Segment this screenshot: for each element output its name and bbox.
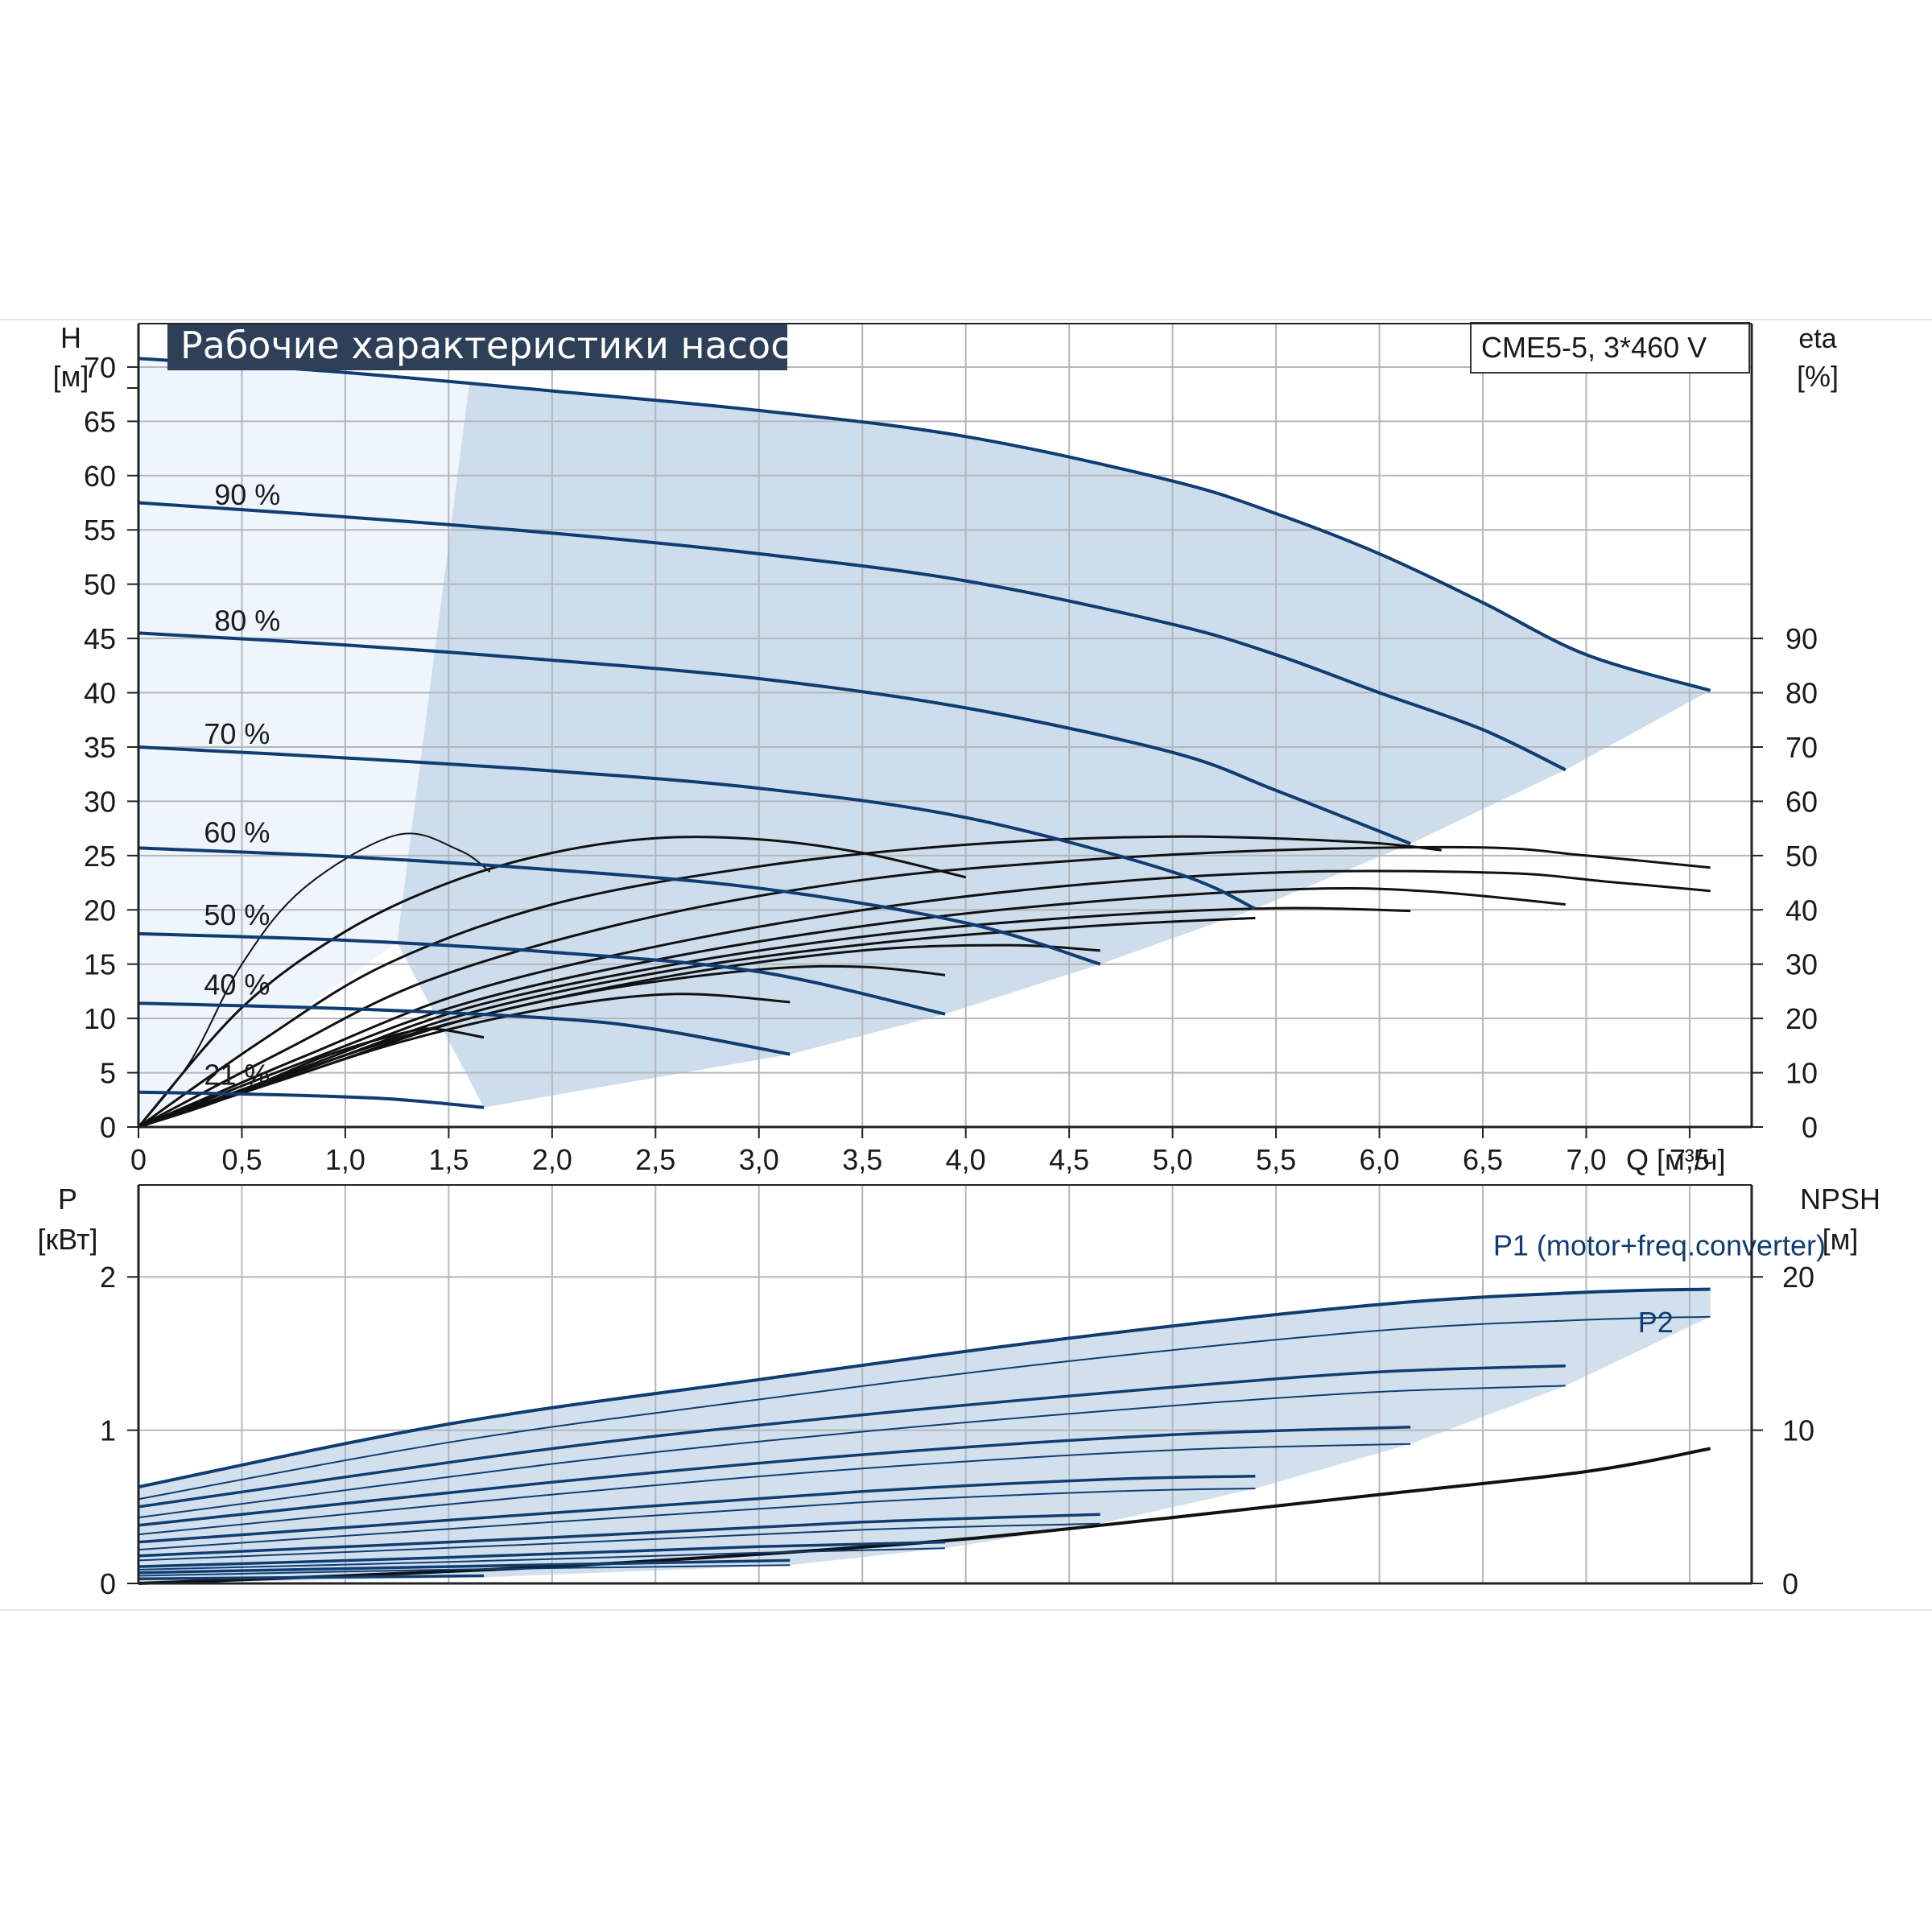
efficiency-tick-label: 40 [1785, 894, 1818, 927]
flow-tick-label: 5,5 [1256, 1143, 1296, 1176]
flow-tick-label: 7,0 [1566, 1143, 1606, 1176]
flow-tick-label: 1,0 [325, 1143, 365, 1176]
head-axis-unit: [м] [53, 360, 89, 393]
power-series-label: P2 [1638, 1306, 1674, 1339]
operating-band-fill [397, 383, 1710, 1107]
operating-range-fill [138, 358, 1711, 1127]
head-tick-label: 20 [84, 894, 116, 927]
head-tick-label: 10 [84, 1002, 116, 1035]
efficiency-tick-label: 90 [1785, 622, 1818, 655]
power-axis-unit: [кВт] [37, 1223, 97, 1256]
head-tick-label: 50 [84, 568, 116, 601]
npsh-tick-label: 10 [1782, 1414, 1814, 1447]
head-curve-label: 50 % [204, 898, 270, 931]
flow-tick-label: 1,5 [428, 1143, 469, 1176]
power-tick-label: 2 [100, 1261, 116, 1294]
efficiency-tick-label: 60 [1785, 785, 1818, 818]
power-tick-label: 0 [100, 1567, 116, 1600]
head-efficiency-panel: 100 %90 %80 %70 %60 %50 %40 %21 % 051015… [53, 321, 1839, 1176]
flow-tick-label: 6,5 [1463, 1143, 1503, 1176]
flow-tick-label: 6,0 [1360, 1143, 1400, 1176]
head-curve-label: 70 % [204, 717, 270, 750]
head-tick-label: 60 [84, 460, 116, 493]
head-tick-label: 5 [100, 1057, 116, 1090]
power-npsh-panel: P1 (motor+freq.converter)P2 01201020 P [… [37, 1183, 1880, 1600]
head-tick-label: 40 [84, 677, 116, 710]
efficiency-axis-unit: [%] [1797, 360, 1839, 393]
head-curve-label: 90 % [214, 478, 280, 511]
head-curve-label: 80 % [214, 605, 280, 638]
head-tick-label: 30 [84, 785, 116, 818]
power-range-fill [138, 1290, 1711, 1584]
head-tick-label: 35 [84, 731, 116, 764]
flow-axis-label: Q [м³/ч] [1626, 1143, 1726, 1176]
head-curve-label: 40 % [204, 968, 270, 1001]
head-tick-label: 0 [100, 1111, 116, 1144]
head-tick-label: 25 [84, 840, 116, 873]
efficiency-tick-label: 0 [1802, 1111, 1818, 1144]
npsh-tick-label: 0 [1782, 1567, 1798, 1600]
head-tick-label: 15 [84, 948, 116, 981]
chart-title: Рабочие характеристики насоса [180, 324, 814, 367]
power-band-fill [138, 1290, 1711, 1584]
npsh-tick-label: 20 [1782, 1261, 1814, 1294]
efficiency-tick-label: 70 [1785, 731, 1818, 764]
efficiency-axis-label: eta [1798, 324, 1836, 354]
efficiency-tick-label: 50 [1785, 840, 1818, 873]
flow-tick-label: 4,5 [1049, 1143, 1089, 1176]
flow-tick-label: 2,0 [532, 1143, 572, 1176]
efficiency-tick-label: 30 [1785, 948, 1818, 981]
head-tick-label: 65 [84, 405, 116, 438]
npsh-axis-unit: [м] [1823, 1223, 1859, 1256]
flow-tick-label: 0,5 [221, 1143, 262, 1176]
flow-tick-label: 0 [130, 1143, 147, 1176]
head-curve-label: 60 % [204, 816, 270, 849]
flow-tick-label: 5,0 [1153, 1143, 1193, 1176]
head-tick-label: 45 [84, 622, 116, 655]
flow-tick-label: 3,5 [842, 1143, 882, 1176]
power-tick-label: 1 [100, 1414, 116, 1447]
npsh-axis-label: NPSH [1800, 1183, 1880, 1216]
efficiency-tick-label: 80 [1785, 677, 1818, 710]
flow-tick-label: 4,0 [946, 1143, 986, 1176]
efficiency-tick-label: 10 [1785, 1057, 1818, 1090]
flow-tick-label: 3,0 [739, 1143, 779, 1176]
power-axis-label: P [58, 1183, 77, 1216]
head-curve-label: 21 % [204, 1058, 270, 1091]
head-axis-label: H [60, 321, 81, 354]
flow-tick-label: 2,5 [635, 1143, 675, 1176]
head-tick-label: 55 [84, 514, 116, 547]
model-label: CME5-5, 3*460 V [1481, 331, 1707, 364]
power-series-label: P1 (motor+freq.converter) [1493, 1229, 1826, 1262]
efficiency-tick-label: 20 [1785, 1002, 1818, 1035]
